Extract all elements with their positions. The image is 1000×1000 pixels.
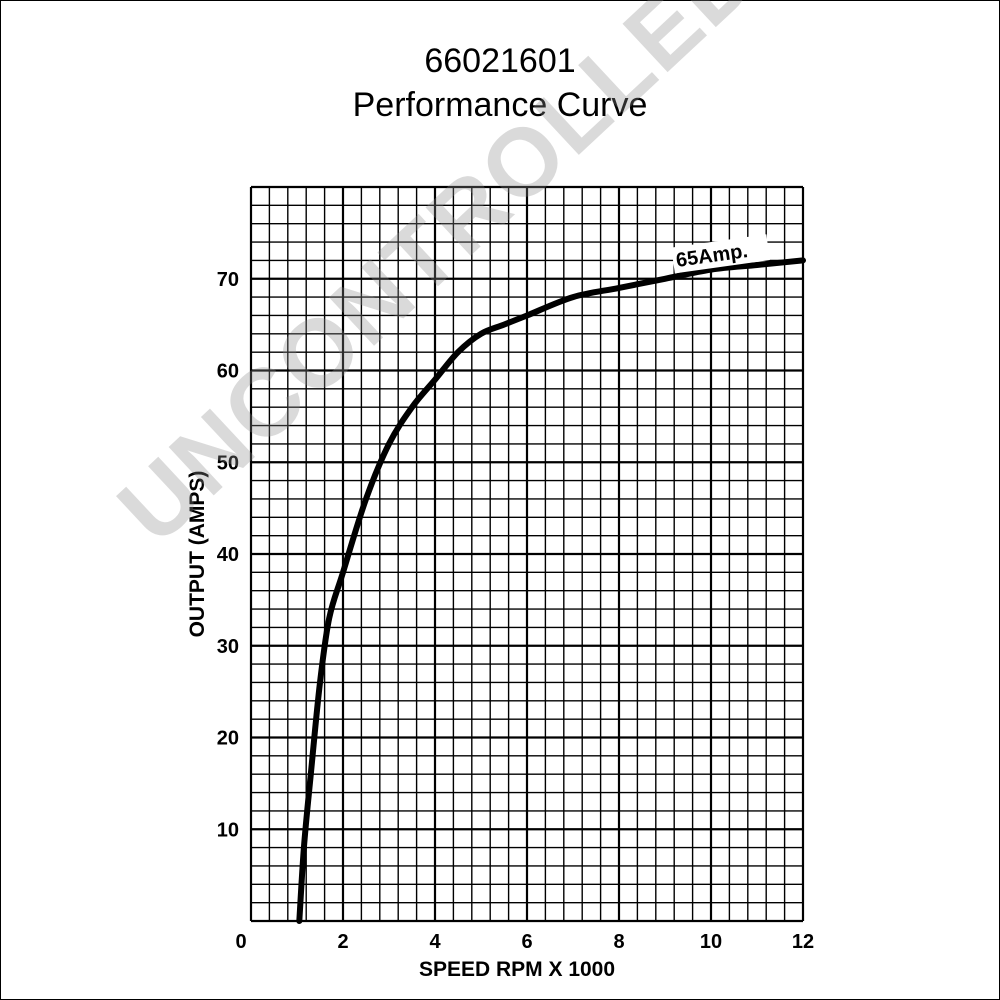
chart-title: 66021601 [424,42,576,80]
y-tick-label: 30 [217,636,239,658]
y-tick-label: 20 [217,728,239,750]
series-layer [296,257,806,924]
y-tick-label: 70 [217,269,239,291]
x-tick-label: 8 [613,931,624,953]
tick-labels: 2 4 6 8 10 12 0 10 20 30 40 50 60 70 [217,269,814,953]
x-tick-label: 10 [700,931,722,953]
x-tick-label: 12 [792,931,814,953]
x-tick-label: 4 [429,931,441,953]
y-tick-label: 10 [217,819,239,841]
x-tick-label: 2 [337,931,348,953]
x-axis-label: SPEED RPM X 1000 [419,958,615,981]
chart-subtitle: Performance Curve [352,86,648,124]
annotation-layer: 65Amp. [671,234,770,274]
y-tick-label: 60 [217,361,239,383]
y-tick-label: 40 [217,544,239,566]
x-tick-label: 6 [521,931,532,953]
origin-tick-label: 0 [235,931,246,953]
annotation-background [671,234,770,274]
chart-grid [249,185,805,923]
y-axis-label: OUTPUT (AMPS) [186,471,209,638]
output-curve-line [296,257,806,924]
y-tick-label: 50 [217,452,239,474]
